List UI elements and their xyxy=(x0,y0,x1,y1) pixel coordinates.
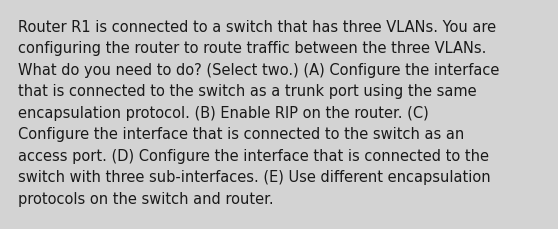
Text: access port. (D) Configure the interface that is connected to the: access port. (D) Configure the interface… xyxy=(18,148,489,163)
Text: Configure the interface that is connected to the switch as an: Configure the interface that is connecte… xyxy=(18,127,464,142)
Text: Router R1 is connected to a switch that has three VLANs. You are: Router R1 is connected to a switch that … xyxy=(18,20,496,35)
Text: switch with three sub-interfaces. (E) Use different encapsulation: switch with three sub-interfaces. (E) Us… xyxy=(18,170,490,185)
Text: protocols on the switch and router.: protocols on the switch and router. xyxy=(18,191,273,206)
Text: encapsulation protocol. (B) Enable RIP on the router. (C): encapsulation protocol. (B) Enable RIP o… xyxy=(18,106,429,120)
Text: configuring the router to route traffic between the three VLANs.: configuring the router to route traffic … xyxy=(18,41,487,56)
Text: What do you need to do? (Select two.) (A) Configure the interface: What do you need to do? (Select two.) (A… xyxy=(18,63,499,78)
Text: that is connected to the switch as a trunk port using the same: that is connected to the switch as a tru… xyxy=(18,84,477,99)
